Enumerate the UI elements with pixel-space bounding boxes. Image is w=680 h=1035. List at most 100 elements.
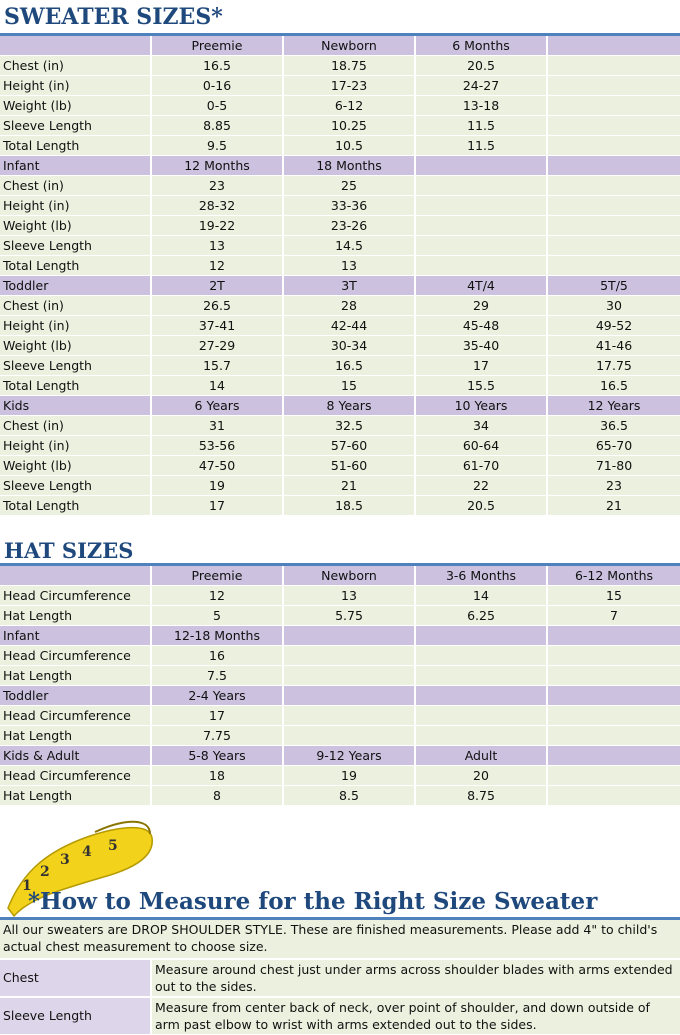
- definition: Measure around chest just under arms acr…: [152, 960, 680, 996]
- table-cell: [548, 216, 680, 235]
- table-cell: 57-60: [284, 436, 414, 455]
- column-header: 3T: [284, 276, 414, 295]
- table-cell: 13: [284, 586, 414, 605]
- table-cell: 10.25: [284, 116, 414, 135]
- tape-mark: 2: [40, 864, 50, 880]
- table-cell: 15.7: [152, 356, 282, 375]
- table-cell: 9.5: [152, 136, 282, 155]
- table-cell: 8.5: [284, 786, 414, 805]
- column-header: 3-6 Months: [416, 566, 546, 585]
- table-cell: 11.5: [416, 116, 546, 135]
- row-label: Sleeve Length: [0, 476, 150, 495]
- section-label: Infant: [0, 626, 150, 645]
- column-header: [416, 156, 546, 175]
- table-cell: 18.75: [284, 56, 414, 75]
- table-cell: 20: [416, 766, 546, 785]
- table-cell: [548, 706, 680, 725]
- table-cell: 16.5: [284, 356, 414, 375]
- rule: [0, 563, 680, 566]
- column-header: Preemie: [152, 566, 282, 585]
- section-label: Toddler: [0, 686, 150, 705]
- table-cell: 6-12: [284, 96, 414, 115]
- table-cell: 20.5: [416, 496, 546, 515]
- column-header: 2T: [152, 276, 282, 295]
- table-cell: 11.5: [416, 136, 546, 155]
- table-cell: 31: [152, 416, 282, 435]
- table-cell: 7.75: [152, 726, 282, 745]
- table-cell: 35-40: [416, 336, 546, 355]
- table-cell: [284, 646, 414, 665]
- section-label: [0, 566, 150, 585]
- table-cell: 15: [284, 376, 414, 395]
- table-cell: 7.5: [152, 666, 282, 685]
- row-label: Weight (lb): [0, 336, 150, 355]
- table-cell: 41-46: [548, 336, 680, 355]
- row-label: Sleeve Length: [0, 116, 150, 135]
- table-cell: 17: [416, 356, 546, 375]
- table-cell: 0-5: [152, 96, 282, 115]
- table-cell: 23-26: [284, 216, 414, 235]
- table-cell: [548, 56, 680, 75]
- table-cell: [416, 706, 546, 725]
- table-cell: 8: [152, 786, 282, 805]
- table-cell: 71-80: [548, 456, 680, 475]
- table-cell: 36.5: [548, 416, 680, 435]
- table-cell: 13: [152, 236, 282, 255]
- table-cell: [416, 646, 546, 665]
- table-cell: 14.5: [284, 236, 414, 255]
- column-header: 12 Months: [152, 156, 282, 175]
- table-cell: 53-56: [152, 436, 282, 455]
- table-cell: [548, 236, 680, 255]
- row-label: Height (in): [0, 196, 150, 215]
- row-label: Height (in): [0, 436, 150, 455]
- rule: [0, 33, 680, 36]
- row-label: Weight (lb): [0, 456, 150, 475]
- table-cell: 32.5: [284, 416, 414, 435]
- table-cell: 13: [284, 256, 414, 275]
- row-label: Weight (lb): [0, 216, 150, 235]
- section-label: Kids & Adult: [0, 746, 150, 765]
- column-header: [416, 686, 546, 705]
- tape-mark: 5: [108, 838, 118, 854]
- section-label: Infant: [0, 156, 150, 175]
- column-header: [416, 626, 546, 645]
- table-cell: [416, 196, 546, 215]
- sweater-title: SWEATER SIZES*: [4, 4, 223, 30]
- table-cell: 17-23: [284, 76, 414, 95]
- table-cell: 29: [416, 296, 546, 315]
- table-cell: 15: [548, 586, 680, 605]
- table-cell: 19-22: [152, 216, 282, 235]
- table-cell: 28-32: [152, 196, 282, 215]
- column-header: 6 Years: [152, 396, 282, 415]
- column-header: 10 Years: [416, 396, 546, 415]
- table-cell: 23: [548, 476, 680, 495]
- column-header: [548, 156, 680, 175]
- table-cell: 21: [284, 476, 414, 495]
- column-header: 18 Months: [284, 156, 414, 175]
- row-label: Sleeve Length: [0, 356, 150, 375]
- table-cell: [416, 236, 546, 255]
- table-cell: 17: [152, 496, 282, 515]
- rule: [0, 917, 680, 920]
- row-label: Sleeve Length: [0, 236, 150, 255]
- table-cell: [548, 666, 680, 685]
- column-header: 5-8 Years: [152, 746, 282, 765]
- table-cell: [548, 786, 680, 805]
- row-label: Hat Length: [0, 666, 150, 685]
- table-cell: [548, 726, 680, 745]
- table-cell: 27-29: [152, 336, 282, 355]
- table-cell: 33-36: [284, 196, 414, 215]
- column-header: 4T/4: [416, 276, 546, 295]
- table-cell: 25: [284, 176, 414, 195]
- table-cell: 7: [548, 606, 680, 625]
- table-cell: 19: [152, 476, 282, 495]
- table-cell: 12: [152, 586, 282, 605]
- table-cell: 61-70: [416, 456, 546, 475]
- table-cell: [284, 706, 414, 725]
- tape-mark: 1: [22, 878, 32, 894]
- table-cell: [548, 96, 680, 115]
- table-cell: 14: [416, 586, 546, 605]
- table-cell: [548, 646, 680, 665]
- table-cell: 42-44: [284, 316, 414, 335]
- row-label: Head Circumference: [0, 706, 150, 725]
